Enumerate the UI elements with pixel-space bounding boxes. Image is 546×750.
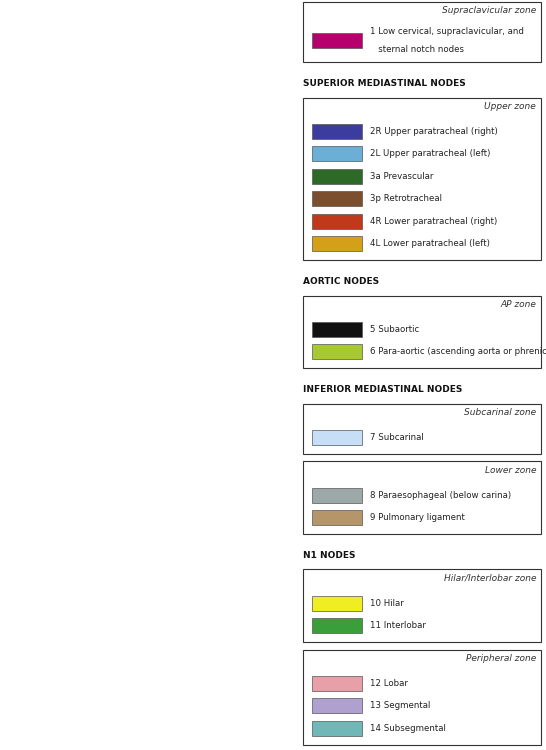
Text: Lower zone: Lower zone	[484, 466, 536, 475]
Text: 4L Lower paratracheal (left): 4L Lower paratracheal (left)	[370, 239, 490, 248]
FancyBboxPatch shape	[312, 698, 362, 713]
Text: INFERIOR MEDIASTINAL NODES: INFERIOR MEDIASTINAL NODES	[302, 385, 462, 394]
Text: 5 Subaortic: 5 Subaortic	[370, 325, 419, 334]
Text: 7 Subcarinal: 7 Subcarinal	[370, 433, 423, 442]
FancyBboxPatch shape	[312, 596, 362, 610]
Text: sternal notch nodes: sternal notch nodes	[370, 45, 464, 54]
Text: 6 Para-aortic (ascending aorta or phrenic): 6 Para-aortic (ascending aorta or phreni…	[370, 347, 546, 356]
FancyBboxPatch shape	[312, 236, 362, 251]
FancyBboxPatch shape	[302, 296, 541, 368]
Text: 10 Hilar: 10 Hilar	[370, 598, 403, 608]
Text: 2R Upper paratracheal (right): 2R Upper paratracheal (right)	[370, 127, 497, 136]
Text: 9 Pulmonary ligament: 9 Pulmonary ligament	[370, 513, 465, 522]
Text: 3a Prevascular: 3a Prevascular	[370, 172, 433, 181]
Text: 8 Paraesophageal (below carina): 8 Paraesophageal (below carina)	[370, 490, 511, 500]
Text: SUPERIOR MEDIASTINAL NODES: SUPERIOR MEDIASTINAL NODES	[302, 79, 465, 88]
Text: Upper zone: Upper zone	[484, 102, 536, 111]
Text: 1 Low cervical, supraclavicular, and: 1 Low cervical, supraclavicular, and	[370, 27, 524, 36]
Text: Supraclavicular zone: Supraclavicular zone	[442, 6, 536, 15]
FancyBboxPatch shape	[312, 169, 362, 184]
Text: 2L Upper paratracheal (left): 2L Upper paratracheal (left)	[370, 149, 490, 158]
FancyBboxPatch shape	[302, 461, 541, 534]
FancyBboxPatch shape	[312, 488, 362, 502]
FancyBboxPatch shape	[312, 618, 362, 633]
Text: N1 NODES: N1 NODES	[302, 550, 355, 560]
FancyBboxPatch shape	[312, 322, 362, 337]
Text: 3p Retrotracheal: 3p Retrotracheal	[370, 194, 442, 203]
Text: Hilar/Interlobar zone: Hilar/Interlobar zone	[443, 574, 536, 583]
Text: 13 Segmental: 13 Segmental	[370, 701, 430, 710]
FancyBboxPatch shape	[312, 676, 362, 691]
FancyBboxPatch shape	[312, 510, 362, 525]
Text: Subcarinal zone: Subcarinal zone	[464, 408, 536, 417]
Text: AP zone: AP zone	[500, 300, 536, 309]
Text: 12 Lobar: 12 Lobar	[370, 679, 407, 688]
FancyBboxPatch shape	[312, 146, 362, 161]
FancyBboxPatch shape	[312, 430, 362, 445]
FancyBboxPatch shape	[302, 404, 541, 454]
Text: 14 Subsegmental: 14 Subsegmental	[370, 724, 446, 733]
FancyBboxPatch shape	[302, 98, 541, 260]
FancyBboxPatch shape	[302, 650, 541, 745]
Text: Peripheral zone: Peripheral zone	[466, 654, 536, 663]
Text: 11 Interlobar: 11 Interlobar	[370, 621, 425, 630]
FancyBboxPatch shape	[312, 214, 362, 229]
FancyBboxPatch shape	[312, 344, 362, 359]
FancyBboxPatch shape	[302, 2, 541, 62]
FancyBboxPatch shape	[312, 33, 362, 48]
FancyBboxPatch shape	[312, 721, 362, 736]
FancyBboxPatch shape	[312, 191, 362, 206]
FancyBboxPatch shape	[302, 569, 541, 642]
Text: 4R Lower paratracheal (right): 4R Lower paratracheal (right)	[370, 217, 497, 226]
Text: AORTIC NODES: AORTIC NODES	[302, 277, 379, 286]
FancyBboxPatch shape	[312, 124, 362, 139]
